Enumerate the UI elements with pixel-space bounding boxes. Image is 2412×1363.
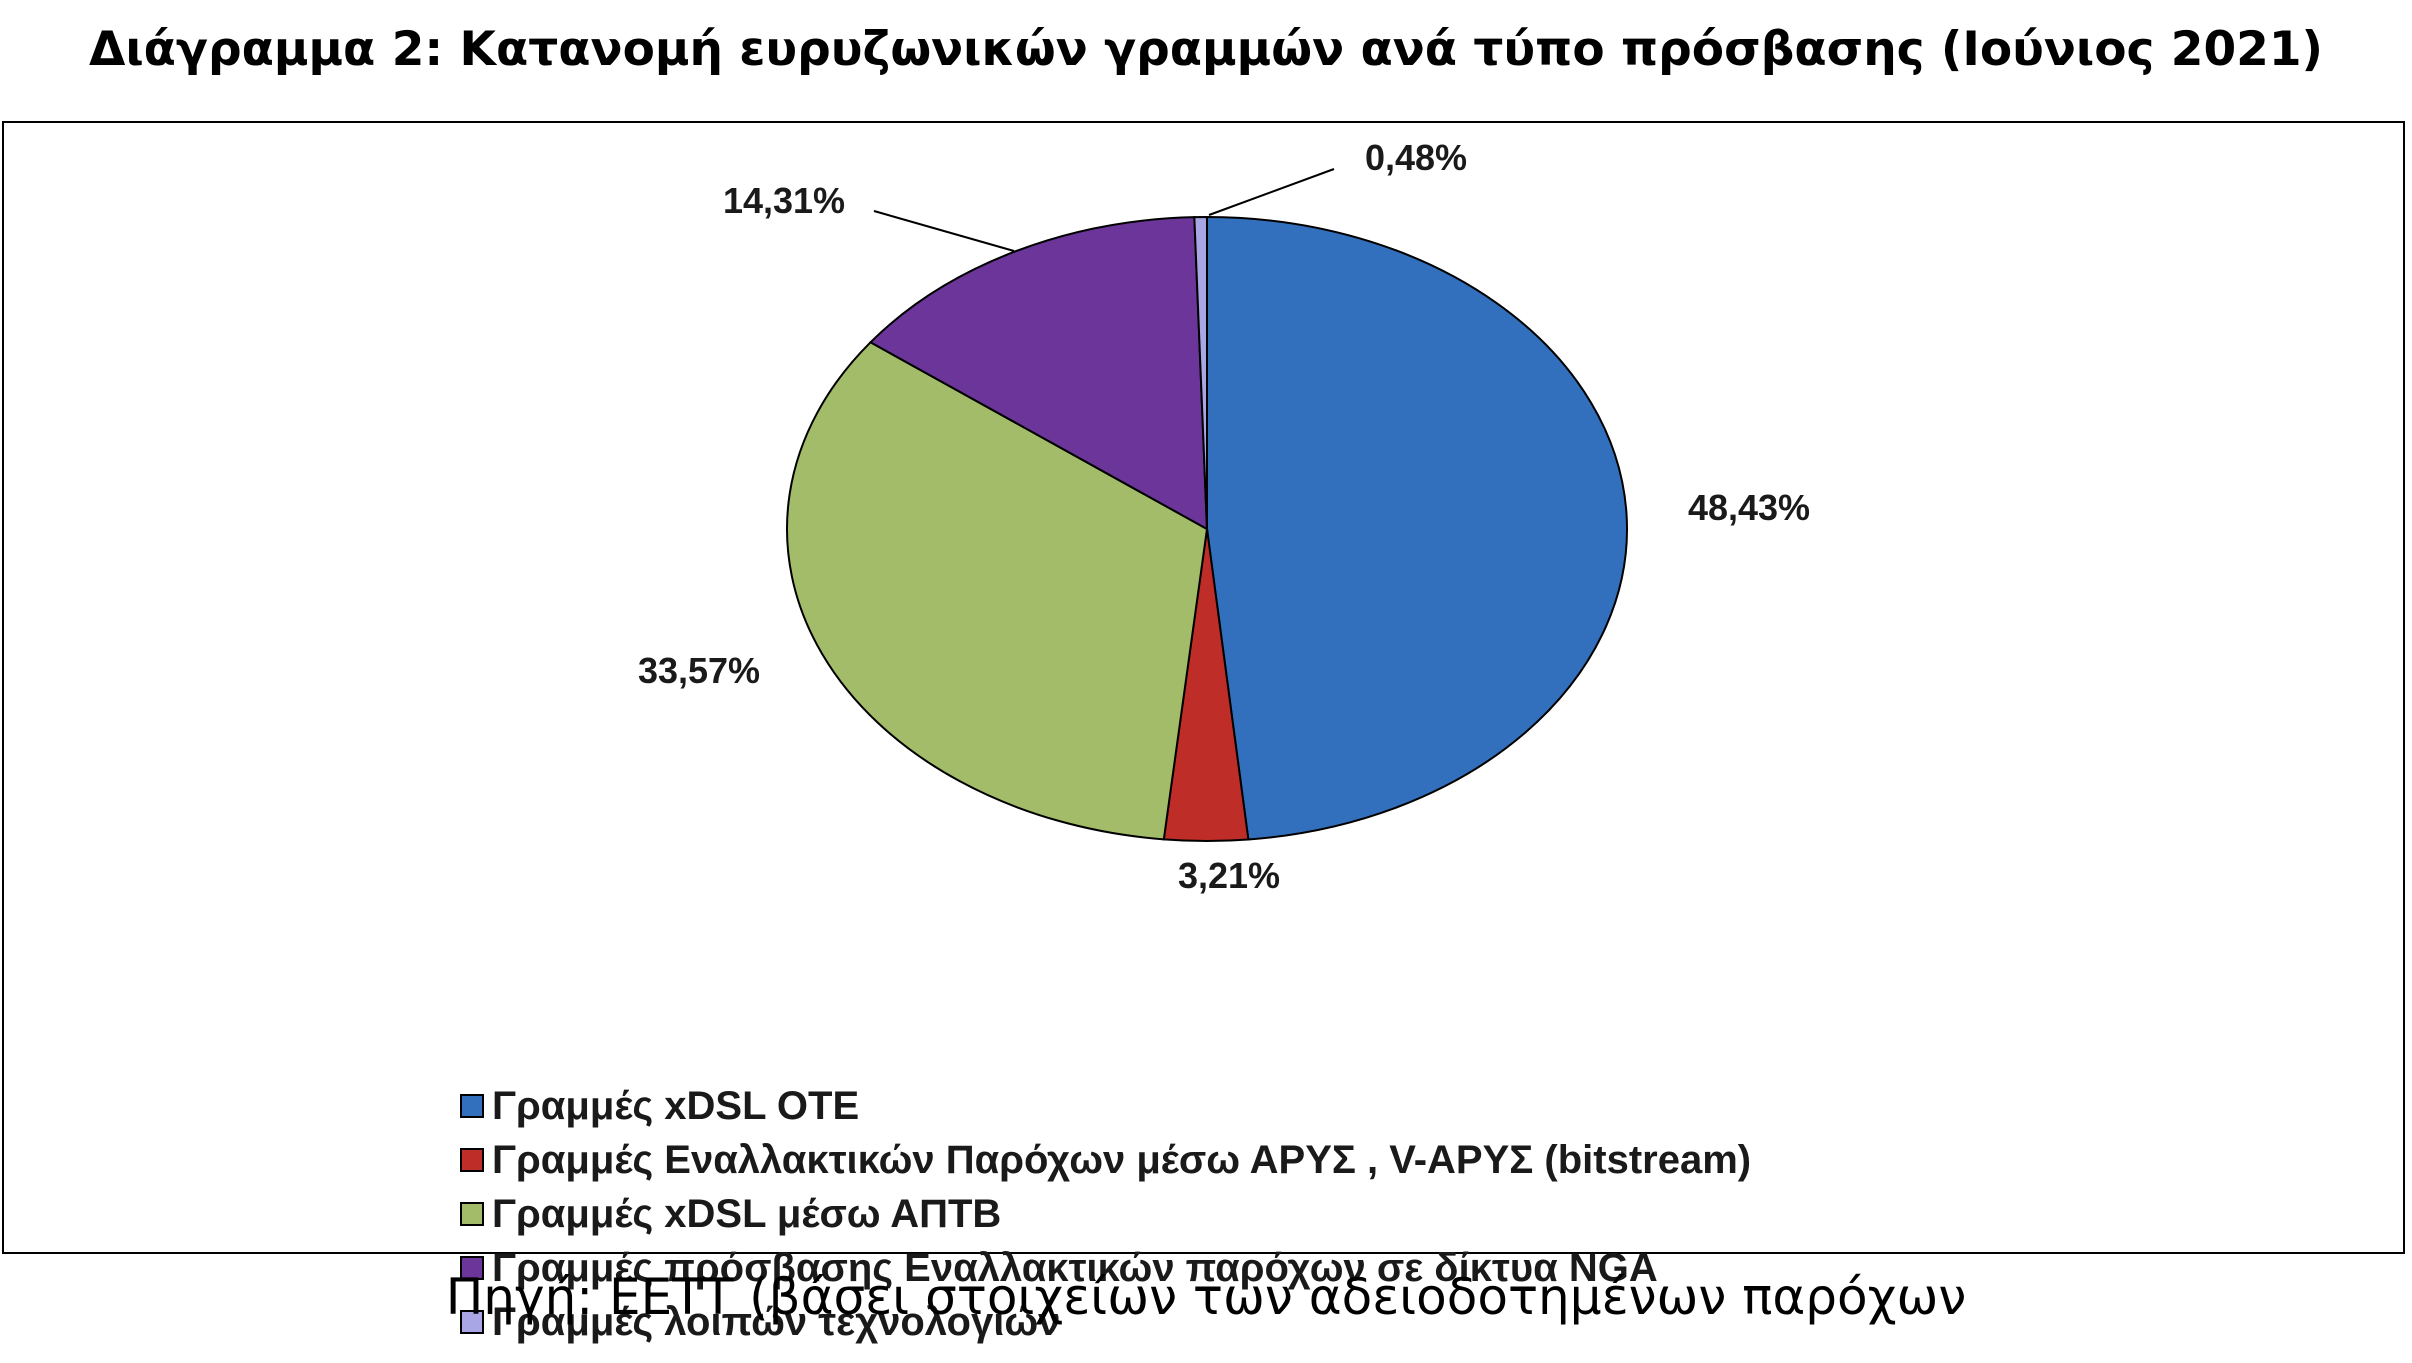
pie-slice-3 bbox=[786, 341, 1209, 841]
legend-label: Γραμμές xDSL μέσω ΑΠΤΒ bbox=[492, 1191, 1002, 1236]
leader-line-4 bbox=[873, 210, 1015, 252]
legend-item-3: Γραμμές xDSL μέσω ΑΠΤΒ bbox=[460, 1187, 1751, 1241]
pie-slice-4 bbox=[868, 216, 1209, 531]
legend-label: Γραμμές πρόσβασης Εναλλακτικών παρόχων σ… bbox=[492, 1245, 1658, 1290]
legend-item-4: Γραμμές πρόσβασης Εναλλακτικών παρόχων σ… bbox=[460, 1241, 1751, 1295]
leader-line-5 bbox=[1208, 168, 1335, 216]
pie-chart: 48,43% 3,21% 33,57% 14,31% 0,48% bbox=[638, 137, 1810, 896]
source-note: Πηγή: ΕΕΤΤ (βάσει στοιχείων των αδειοδοτ… bbox=[445, 1268, 1967, 1326]
chart-frame: 48,43% 3,21% 33,57% 14,31% 0,48% Γραμμές xDS… bbox=[2, 121, 2405, 1344]
pie-slice-5 bbox=[1193, 215, 1208, 530]
legend-label: Γραμμές λοιπών τεχνολογιών bbox=[492, 1299, 1061, 1344]
legend-item-5: Γραμμές λοιπών τεχνολογιών bbox=[460, 1295, 1751, 1349]
legend-item-1: Γραμμές xDSL ΟΤΕ bbox=[460, 1079, 1751, 1133]
data-label-3: 33,57% bbox=[638, 650, 760, 691]
data-label-4: 14,31% bbox=[723, 180, 845, 221]
data-label-5: 0,48% bbox=[1365, 137, 1467, 178]
data-label-1: 48,43% bbox=[1688, 487, 1810, 528]
legend-swatch bbox=[460, 1094, 484, 1118]
legend-label: Γραμμές Εναλλακτικών Παρόχων μέσω ΑΡΥΣ ,… bbox=[492, 1137, 1752, 1182]
legend-label: Γραμμές xDSL ΟΤΕ bbox=[492, 1083, 860, 1128]
pie-slice-1 bbox=[1206, 215, 1628, 841]
legend-swatch bbox=[460, 1256, 484, 1280]
legend-swatch bbox=[460, 1202, 484, 1226]
legend-swatch bbox=[460, 1148, 484, 1172]
chart-title: Διάγραμμα 2: Κατανομή ευρυζωνικών γραμμώ… bbox=[88, 22, 2324, 77]
legend: Γραμμές xDSL ΟΤΕ Γραμμές Εναλλακτικών Παρ… bbox=[460, 1079, 1751, 1349]
legend-item-2: Γραμμές Εναλλακτικών Παρόχων μέσω ΑΡΥΣ ,… bbox=[460, 1133, 1751, 1187]
legend-swatch bbox=[460, 1310, 484, 1334]
data-label-2: 3,21% bbox=[1178, 855, 1280, 896]
